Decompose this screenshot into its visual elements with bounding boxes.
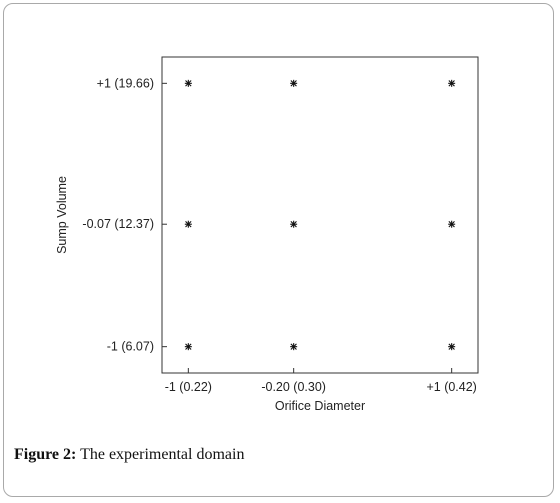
x-tick-label: +1 (0.42)	[426, 380, 476, 394]
y-axis-label: Sump Volume	[55, 176, 69, 254]
figure-frame	[3, 3, 554, 497]
data-point	[290, 220, 298, 228]
scatter-chart: -1 (0.22) -0.20 (0.30) +1 (0.42) +1 (19.66)…	[55, 56, 479, 413]
y-tick-label: +1 (19.66)	[97, 76, 154, 90]
x-tick-label: -0.20 (0.30)	[261, 380, 326, 394]
y-tick-label: -0.07 (12.37)	[82, 217, 154, 231]
axis-ticks	[162, 82, 453, 373]
x-axis-label: Orifice Diameter	[275, 399, 365, 413]
data-point	[448, 220, 456, 228]
x-tick-label: -1 (0.22)	[165, 380, 212, 394]
data-point	[448, 79, 456, 87]
data-points	[184, 79, 456, 351]
caption-text: The experimental domain	[76, 446, 245, 463]
data-point	[448, 343, 456, 351]
caption-label: Figure 2:	[14, 446, 77, 463]
data-point	[184, 79, 192, 87]
y-tick-label: -1 (6.07)	[107, 340, 154, 354]
data-point	[290, 343, 298, 351]
data-point	[184, 343, 192, 351]
tick-labels: -1 (0.22) -0.20 (0.30) +1 (0.42) +1 (19.66)…	[82, 76, 476, 394]
data-point	[184, 220, 192, 228]
figure-caption: Figure 2: The experimental domain	[14, 446, 244, 464]
plot-area	[161, 56, 479, 374]
data-point	[290, 79, 298, 87]
